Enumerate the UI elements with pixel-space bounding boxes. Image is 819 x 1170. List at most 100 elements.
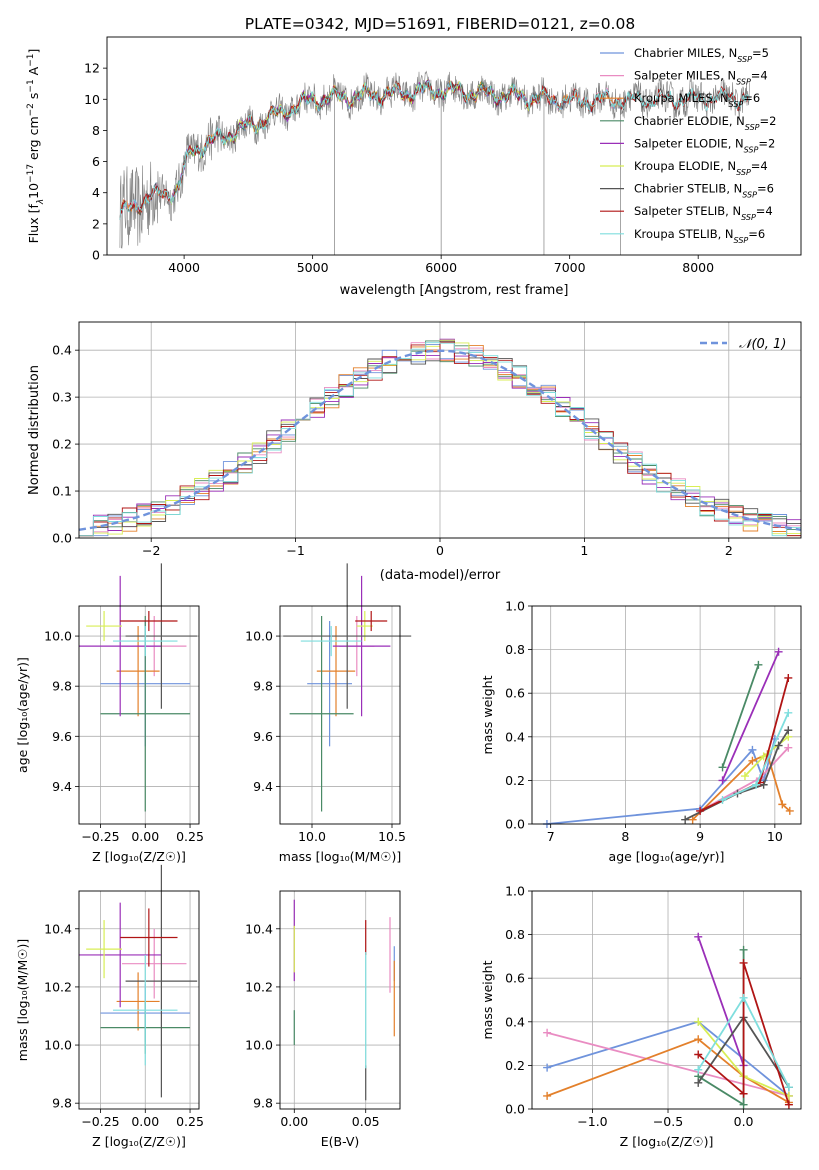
y-tick-label: 0.2	[505, 773, 525, 788]
weight-line	[697, 962, 790, 1105]
y-tick-label: 10.0	[245, 1038, 273, 1053]
weight-marker	[696, 806, 705, 815]
x-axis-label: age [log₁₀(age/yr)]	[609, 849, 725, 864]
x-tick-label: −0.25	[81, 1114, 119, 1129]
y-tick-label: 6	[92, 154, 100, 169]
weight-marker	[748, 745, 757, 754]
y-tick-label: 8	[92, 123, 100, 138]
y-tick-label: 9.6	[253, 729, 273, 744]
weight-marker	[543, 1028, 552, 1037]
legend-label-salpeter-miles: Salpeter MILES, NSSP=4	[634, 69, 768, 87]
plot-area	[283, 563, 412, 812]
y-tick-label: 1.0	[505, 599, 525, 614]
x-tick-label: 7000	[554, 260, 586, 275]
panel-5: −0.25 0.00 0.25 9.8 10.0 10.2 10.4 Z [log₁₀(Z/Z…	[15, 864, 204, 1149]
weight-marker	[784, 1083, 793, 1092]
y-axis-label: Normed distribution	[27, 365, 42, 495]
y-tick-label: 9.6	[52, 729, 72, 744]
weight-line	[546, 738, 776, 825]
errorbar-salpeter-elodie	[79, 902, 162, 1008]
y-tick-label: 0.6	[505, 686, 525, 701]
x-tick-label: 0.00	[131, 829, 159, 844]
panel-1: −2 −1 0 1 2 0.0 0.1 0.2 0.3 0.4 𝒩(0, 1) (data-model…	[27, 321, 802, 583]
y-tick-label: 10.2	[44, 979, 72, 994]
weight-marker	[694, 1017, 703, 1026]
weight-marker	[694, 932, 703, 941]
weight-marker	[543, 1091, 552, 1100]
y-axis-label: mass weight	[480, 675, 495, 754]
y-tick-label: 0.6	[505, 971, 525, 986]
y-tick-label: 10.0	[44, 1038, 72, 1053]
x-tick-label: 1	[580, 543, 588, 558]
y-tick-label: 9.4	[253, 779, 273, 794]
weight-line	[721, 651, 780, 781]
plot-area	[293, 899, 395, 1101]
y-tick-label: 9.8	[253, 679, 273, 694]
x-tick-label: 5000	[297, 260, 329, 275]
weight-marker	[718, 796, 727, 805]
y-axis-label: mass [log₁₀(M/M☉)]	[15, 939, 30, 1061]
x-tick-label: 0.0	[734, 1114, 754, 1129]
weight-marker	[739, 1089, 748, 1098]
weight-marker	[718, 763, 727, 772]
plot-area	[542, 647, 794, 828]
y-tick-label: 0.8	[505, 642, 525, 657]
legend-label-chabrier-miles: Chabrier MILES, NSSP=5	[634, 46, 769, 64]
x-axis-label: (data-model)/error	[380, 568, 501, 583]
panel-3: 10.0 10.5 9.4 9.6 9.8 10.0 mass [log₁₀(M/M☉)]	[245, 563, 412, 864]
y-tick-label: 0.4	[505, 729, 525, 744]
legend-label-kroupa-elodie: Kroupa ELODIE, NSSP=4	[634, 159, 768, 177]
x-tick-label: 8	[621, 829, 629, 844]
plot-area	[78, 338, 802, 537]
weight-marker	[778, 800, 787, 809]
weight-marker	[739, 1100, 748, 1109]
errorbar-salpeter-stelib	[355, 611, 388, 632]
weight-line	[546, 1031, 790, 1097]
errorbar-chabrier-stelib	[125, 864, 198, 1098]
panel-4: 7 8 9 10 0.0 0.2 0.4 0.6 0.8 1.0 age [log₁₀(age/yr…	[480, 599, 802, 864]
x-tick-label: 0.00	[131, 1114, 159, 1129]
y-tick-label: 0	[92, 248, 100, 263]
y-tick-label: 0.0	[505, 1102, 525, 1117]
legend: Chabrier MILES, NSSP=5 Salpeter MILES, NS…	[600, 46, 776, 244]
axes-frame	[78, 605, 200, 825]
errorbar-kroupa-miles	[116, 626, 160, 717]
axes-frame	[531, 890, 802, 1110]
weight-series-salpeter-elodie	[718, 647, 783, 785]
y-tick-label: 0.2	[505, 1058, 525, 1073]
axes-frame	[531, 605, 802, 825]
weight-series-salpeter-miles	[696, 743, 793, 815]
weight-marker	[694, 1078, 703, 1087]
errorbar-chabrier-miles	[307, 621, 352, 747]
weight-marker	[694, 1050, 703, 1059]
y-tick-label: 10.2	[245, 979, 273, 994]
errorbar-kroupa-miles	[116, 972, 160, 1031]
x-tick-label: 2	[725, 543, 733, 558]
weight-series-kroupa-stelib	[718, 708, 793, 805]
errorbar-salpeter-elodie	[332, 575, 391, 717]
legend-label-normal: 𝒩(0, 1)	[739, 337, 786, 352]
plot-area	[79, 864, 198, 1098]
x-tick-label: −0.25	[81, 829, 119, 844]
y-tick-label: 0.2	[52, 437, 72, 452]
weight-marker	[784, 743, 793, 752]
panel-2: −0.25 0.00 0.25 9.4 9.6 9.8 10.0 Z [log₁₀(Z/Z☉)…	[15, 563, 204, 864]
x-tick-label: 4000	[168, 260, 200, 275]
x-tick-label: −1.0	[577, 1114, 607, 1129]
x-axis-label: Z [log₁₀(Z/Z☉)]	[92, 1134, 186, 1149]
y-axis-label: mass weight	[480, 960, 495, 1039]
errorbar-chabrier-elodie	[289, 616, 354, 812]
x-axis-label: mass [log₁₀(M/M☉)]	[279, 849, 401, 864]
panel-6: 0.00 0.05 9.8 10.0 10.2 10.4 E(B-V)	[245, 890, 401, 1149]
x-tick-label: −2	[142, 543, 160, 558]
y-tick-label: 0.0	[505, 817, 525, 832]
x-tick-label: 9	[696, 829, 704, 844]
y-tick-label: 10.0	[245, 629, 273, 644]
x-axis-label: Z [log₁₀(Z/Z☉)]	[92, 849, 186, 864]
normal-curve	[78, 349, 802, 531]
y-tick-label: 0.4	[52, 343, 72, 358]
fit-chabrier-stelib	[119, 79, 750, 220]
hist-kroupa-stelib	[79, 342, 801, 537]
x-tick-label: 0.05	[352, 1114, 380, 1129]
